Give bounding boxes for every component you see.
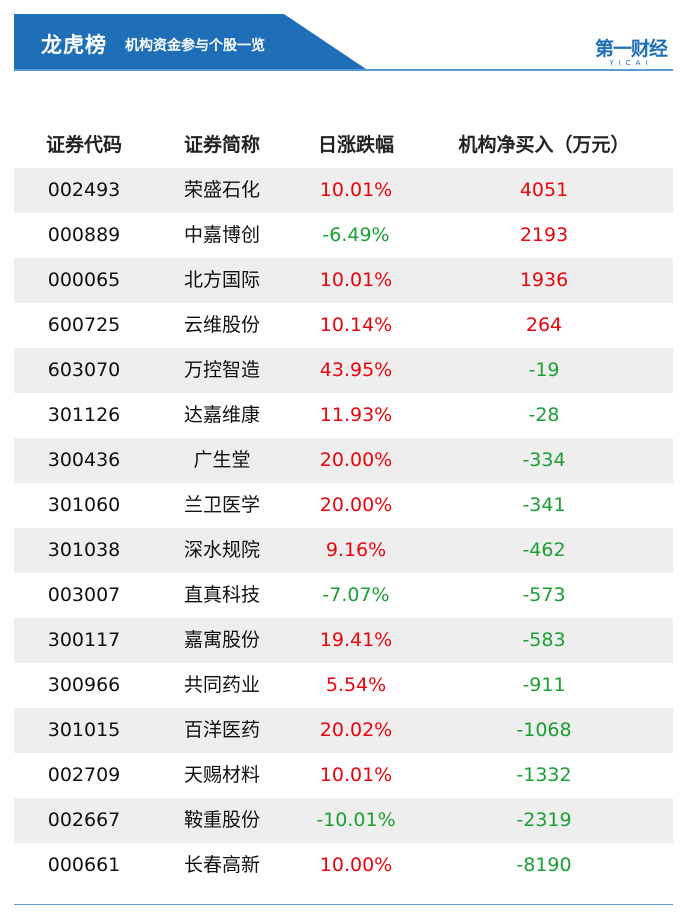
stock-code: 300436 [47,449,121,471]
daily-change: 9.16% [325,539,387,561]
institution-net-buy: -911 [522,674,566,696]
stock-code: 000889 [47,224,121,246]
institution-net-buy: -8190 [516,854,572,876]
table-row: 301126 达嘉维康 11.93% -28 [14,393,673,438]
stock-name: 直真科技 [183,584,260,606]
institution-net-buy: -2319 [516,809,572,831]
daily-change: 10.01% [319,179,393,201]
stock-name: 鞍重股份 [183,809,260,831]
daily-change: 11.93% [319,404,393,426]
page-subtitle: 机构资金参与个股一览 [125,38,265,54]
table-row: 301015 百洋医药 20.02% -1068 [14,708,673,753]
logo-text: 第一财经 [594,38,668,60]
table-body: 002493 荣盛石化 10.01% 4051 000889 中嘉博创 -6.49% 2193… [14,168,673,888]
daily-change: 43.95% [319,359,393,381]
stock-code: 603070 [47,359,121,381]
stock-name: 广生堂 [193,449,251,471]
stock-name: 云维股份 [183,314,260,336]
stock-name: 中嘉博创 [183,224,260,246]
stock-name: 共同药业 [183,674,260,696]
stock-name: 达嘉维康 [183,404,260,426]
table-row: 003007 直真科技 -7.07% -573 [14,573,673,618]
stock-code: 300117 [47,629,121,651]
table-row: 300966 共同药业 5.54% -911 [14,663,673,708]
stock-code: 002709 [47,764,121,786]
stock-code: 000065 [47,269,121,291]
column-header-net-buy: 机构净买入（万元） [458,134,630,156]
table-row: 600725 云维股份 10.14% 264 [14,303,673,348]
daily-change: 10.01% [319,269,393,291]
stock-name: 百洋医药 [183,719,260,741]
stock-code: 301015 [47,719,121,741]
stock-name: 荣盛石化 [183,179,260,201]
daily-change: 20.00% [319,449,393,471]
table-row: 300436 广生堂 20.00% -334 [14,438,673,483]
column-header-name: 证券简称 [183,134,260,156]
header-divider [14,69,673,71]
stock-code: 300966 [47,674,121,696]
institution-net-buy: -583 [522,629,566,651]
table-row: 002667 鞍重股份 -10.01% -2319 [14,798,673,843]
table-row: 000661 长春高新 10.00% -8190 [14,843,673,888]
stock-name: 嘉寓股份 [183,629,260,651]
table-row: 301038 深水规院 9.16% -462 [14,528,673,573]
daily-change: -10.01% [316,809,396,831]
page-title: 龙虎榜 [41,33,107,57]
stock-name: 兰卫医学 [183,494,260,516]
stock-code: 002493 [47,179,121,201]
stock-code: 003007 [47,584,121,606]
logo-subtext: YICAI [609,59,653,67]
institution-net-buy: -341 [522,494,566,516]
column-header-code: 证券代码 [45,134,122,156]
institution-net-buy: -462 [522,539,566,561]
stock-name: 北方国际 [183,269,260,291]
table-header: 证券代码 证券简称 日涨跌幅 机构净买入（万元） [14,123,673,168]
daily-change: 10.14% [319,314,393,336]
table-row: 000065 北方国际 10.01% 1936 [14,258,673,303]
daily-change: 20.02% [319,719,393,741]
institution-net-buy: -573 [522,584,566,606]
yicai-logo: 第一财经 YICAI [592,34,670,70]
institution-net-buy: -1068 [516,719,572,741]
table-row: 301060 兰卫医学 20.00% -341 [14,483,673,528]
table-row: 603070 万控智造 43.95% -19 [14,348,673,393]
institution-net-buy: -1332 [516,764,572,786]
daily-change: 19.41% [319,629,393,651]
daily-change: 5.54% [325,674,387,696]
stock-code: 301060 [47,494,121,516]
stock-name: 长春高新 [183,854,260,876]
institution-net-buy: -334 [522,449,566,471]
daily-change: -6.49% [322,224,390,246]
daily-change: 20.00% [319,494,393,516]
table-row: 300117 嘉寓股份 19.41% -583 [14,618,673,663]
footer-divider [14,904,673,905]
institution-net-buy-table: 证券代码 证券简称 日涨跌幅 机构净买入（万元） 002493 荣盛石化 10.01… [14,123,673,888]
column-header-change: 日涨跌幅 [317,134,394,156]
daily-change: 10.00% [319,854,393,876]
table-row: 002493 荣盛石化 10.01% 4051 [14,168,673,213]
table-row: 000889 中嘉博创 -6.49% 2193 [14,213,673,258]
stock-name: 天赐材料 [183,764,260,786]
stock-name: 深水规院 [183,539,260,561]
institution-net-buy: -28 [528,404,560,426]
header-banner: 龙虎榜 机构资金参与个股一览 [14,14,366,69]
stock-code: 000661 [47,854,121,876]
stock-code: 002667 [47,809,121,831]
institution-net-buy: 1936 [519,269,569,291]
stock-name: 万控智造 [183,359,260,381]
stock-code: 301126 [47,404,121,426]
daily-change: -7.07% [322,584,390,606]
stock-code: 600725 [47,314,121,336]
institution-net-buy: 4051 [519,179,569,201]
institution-net-buy: 2193 [519,224,569,246]
daily-change: 10.01% [319,764,393,786]
institution-net-buy: -19 [528,359,560,381]
banner-shape [14,14,366,69]
institution-net-buy: 264 [525,314,563,336]
table-row: 002709 天赐材料 10.01% -1332 [14,753,673,798]
stock-code: 301038 [47,539,121,561]
